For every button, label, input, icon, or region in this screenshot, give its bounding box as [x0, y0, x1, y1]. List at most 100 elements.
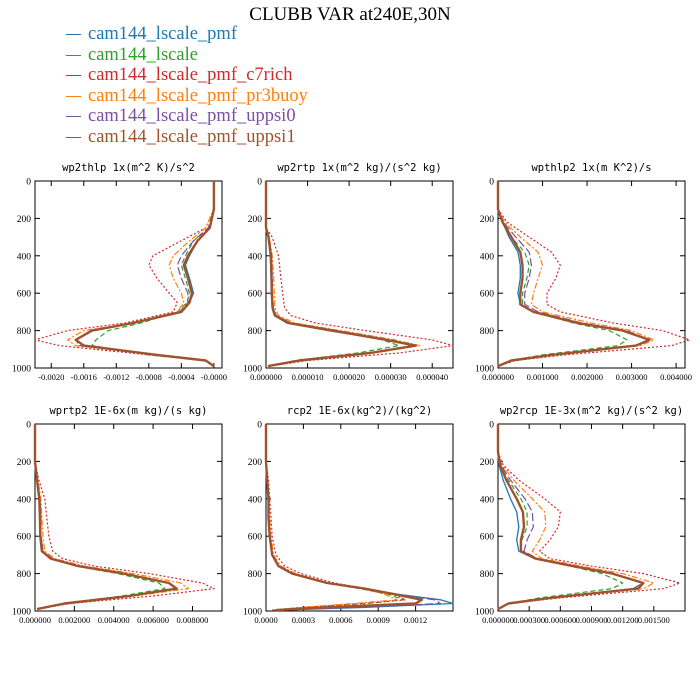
plot-frame — [34, 423, 223, 612]
x-tick-label: 0.008000 — [177, 615, 209, 625]
legend-label: cam144_lscale_pmf_uppsi0 — [88, 106, 296, 127]
y-tick-label: 400 — [480, 495, 495, 505]
y-tick-label: 0 — [26, 178, 31, 188]
series-line — [66, 181, 215, 367]
legend-swatch — [66, 34, 81, 35]
panel-title: wpthlp2 1x(m K^2)/s — [531, 162, 651, 174]
series-line — [34, 181, 215, 367]
y-tick-label: 1000 — [475, 365, 494, 375]
y-tick-label: 200 — [248, 215, 263, 225]
y-tick-label: 800 — [17, 570, 32, 580]
series-line — [497, 181, 651, 367]
series-line — [75, 181, 215, 367]
x-tick-label: 0.000300 — [513, 615, 545, 625]
panel-title: wp2thlp 1x(m^2 K)/s^2 — [62, 162, 195, 174]
x-tick-label: 0.0006 — [329, 615, 352, 625]
legend-label: cam144_lscale_pmf_pr3buoy — [88, 85, 308, 106]
legend-swatch — [66, 95, 81, 97]
plot-frame — [34, 180, 223, 369]
x-tick-label: 0.004000 — [98, 615, 130, 625]
x-tick-label: 0.0009 — [367, 615, 390, 625]
y-tick-label: 200 — [17, 215, 32, 225]
series-line — [497, 181, 691, 367]
y-tick-label: 600 — [248, 290, 263, 300]
series-line — [264, 424, 423, 612]
series-line — [91, 181, 215, 367]
x-tick-label: 0.000010 — [292, 372, 324, 382]
series-line — [497, 424, 645, 610]
legend-label: cam144_lscale_pmf_c7rich — [88, 65, 293, 86]
legend-swatch — [66, 116, 81, 118]
x-tick-label: 0.0003 — [292, 615, 315, 625]
y-tick-label: 0 — [257, 178, 262, 188]
x-tick-label: 0.001200 — [607, 615, 639, 625]
legend-swatch — [66, 54, 81, 56]
x-tick-label: 0.001000 — [527, 372, 559, 382]
x-tick-label: 0.000000 — [482, 615, 514, 625]
series-line — [265, 181, 417, 367]
x-tick-label: 0.000030 — [375, 372, 407, 382]
x-tick-label: 0.006000 — [137, 615, 169, 625]
series-line — [74, 181, 216, 368]
x-tick-label: 0.000000 — [19, 615, 51, 625]
series-line — [33, 424, 178, 611]
x-tick-label: 0.000000 — [250, 372, 282, 382]
plot-frame — [265, 423, 454, 612]
series-line — [497, 424, 681, 610]
x-tick-label: -0.0000 — [201, 372, 227, 382]
y-tick-label: 1000 — [243, 608, 262, 618]
y-tick-label: 1000 — [12, 365, 31, 375]
y-tick-label: 800 — [480, 570, 495, 580]
figure-title: CLUBB VAR at240E,30N — [249, 4, 451, 25]
panel-title: wp2rtp 1x(m^2 kg)/(s^2 kg) — [277, 162, 441, 174]
series-line — [497, 424, 624, 610]
x-tick-label: -0.0020 — [38, 372, 64, 382]
legend-label: cam144_lscale_pmf_uppsi1 — [88, 126, 296, 147]
x-tick-label: 0.002000 — [571, 372, 603, 382]
series-line — [497, 424, 655, 610]
series-line — [265, 424, 404, 611]
y-tick-label: 600 — [17, 290, 32, 300]
y-tick-label: 400 — [248, 495, 263, 505]
series-line — [496, 181, 651, 368]
y-tick-label: 800 — [248, 327, 263, 337]
y-tick-label: 1000 — [243, 365, 262, 375]
x-tick-label: -0.0012 — [103, 372, 129, 382]
y-tick-label: 0 — [26, 421, 31, 431]
y-tick-label: 200 — [17, 458, 32, 468]
y-tick-label: 1000 — [475, 608, 494, 618]
legend-swatch — [66, 136, 81, 138]
y-tick-label: 400 — [248, 252, 263, 262]
series-line — [34, 424, 215, 610]
plot-frame — [497, 180, 686, 369]
y-tick-label: 600 — [480, 290, 495, 300]
series-line — [497, 181, 628, 367]
x-tick-label: -0.0016 — [71, 372, 97, 382]
series-line — [265, 181, 421, 367]
y-tick-label: 200 — [248, 458, 263, 468]
y-tick-label: 800 — [17, 327, 32, 337]
x-tick-label: 0.003000 — [616, 372, 648, 382]
y-tick-label: 800 — [480, 327, 495, 337]
x-tick-label: 0.000040 — [416, 372, 448, 382]
x-tick-label: 0.002000 — [58, 615, 90, 625]
y-tick-label: 600 — [17, 533, 32, 543]
y-tick-label: 600 — [480, 533, 495, 543]
panel-title: wprtp2 1E-6x(m kg)/(s kg) — [49, 405, 207, 417]
plot-frame — [497, 423, 686, 612]
x-tick-label: 0.001500 — [638, 615, 670, 625]
series-line — [264, 181, 417, 368]
y-tick-label: 400 — [480, 252, 495, 262]
y-tick-label: 200 — [480, 458, 495, 468]
series-line — [496, 424, 645, 611]
x-tick-label: 0.000000 — [482, 372, 514, 382]
x-tick-label: 0.000600 — [544, 615, 576, 625]
y-tick-label: 800 — [248, 570, 263, 580]
panel-title: wp2rcp 1E-3x(m^2 kg)/(s^2 kg) — [500, 405, 683, 417]
x-tick-label: 0.0000 — [254, 615, 277, 625]
y-tick-label: 400 — [17, 495, 32, 505]
y-tick-label: 0 — [489, 178, 494, 188]
x-tick-label: 0.000900 — [576, 615, 608, 625]
y-tick-label: 0 — [257, 421, 262, 431]
